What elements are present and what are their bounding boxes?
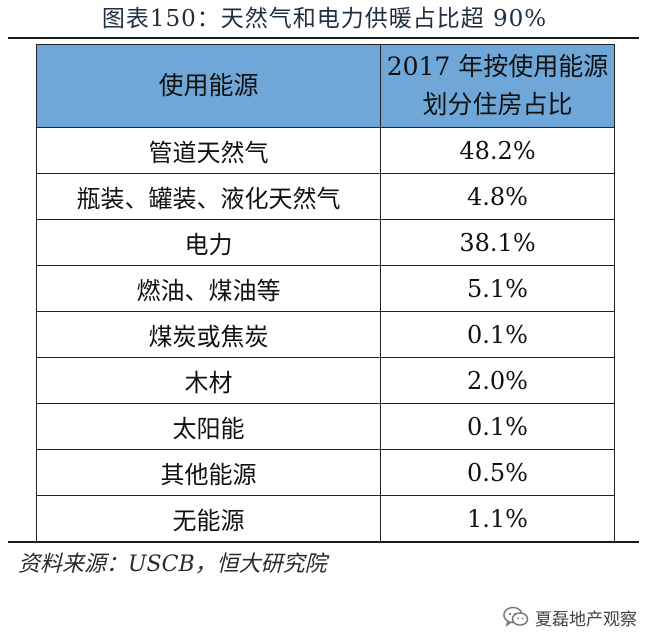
share-cell: 48.2% — [380, 127, 615, 174]
share-cell: 1.1% — [380, 495, 615, 542]
table-row: 煤炭或焦炭 0.1% — [36, 311, 615, 358]
table-row: 瓶装、罐装、液化天然气 4.8% — [36, 173, 615, 220]
table-row: 燃油、煤油等 5.1% — [36, 265, 615, 312]
energy-source-cell: 太阳能 — [36, 403, 381, 450]
table-row: 管道天然气 48.2% — [36, 127, 615, 174]
watermark-text: 夏磊地产观察 — [535, 609, 637, 630]
table-row: 无能源 1.1% — [36, 495, 615, 542]
share-cell: 0.5% — [380, 449, 615, 496]
share-cell: 0.1% — [380, 311, 615, 358]
share-cell: 2.0% — [380, 357, 615, 404]
energy-share-table: 使用能源 2017 年按使用能源划分住房占比 管道天然气 48.2% 瓶装、罐装… — [36, 44, 615, 542]
table-row: 木材 2.0% — [36, 357, 615, 404]
energy-source-cell: 管道天然气 — [36, 127, 381, 174]
figure-title: 图表150：天然气和电力供暖占比超 90% — [101, 6, 548, 32]
share-cell: 0.1% — [380, 403, 615, 450]
energy-source-cell: 无能源 — [36, 495, 381, 542]
share-cell: 38.1% — [380, 219, 615, 266]
wechat-icon — [503, 606, 529, 628]
energy-source-cell: 煤炭或焦炭 — [36, 311, 381, 358]
share-cell: 4.8% — [380, 173, 615, 220]
top-rule — [8, 37, 639, 39]
watermark: 夏磊地产观察 — [503, 604, 637, 630]
energy-source-cell: 电力 — [36, 219, 381, 266]
table-header-row: 使用能源 2017 年按使用能源划分住房占比 — [36, 44, 615, 128]
energy-source-cell: 其他能源 — [36, 449, 381, 496]
table-row: 太阳能 0.1% — [36, 403, 615, 450]
energy-source-cell: 燃油、煤油等 — [36, 265, 381, 312]
table-row: 电力 38.1% — [36, 219, 615, 266]
source-note: 资料来源：USCB，恒大研究院 — [18, 552, 327, 577]
energy-source-cell: 木材 — [36, 357, 381, 404]
header-housing-share: 2017 年按使用能源划分住房占比 — [380, 44, 615, 128]
table-row: 其他能源 0.5% — [36, 449, 615, 496]
bottom-rule — [8, 541, 639, 543]
header-energy-source: 使用能源 — [36, 44, 381, 128]
share-cell: 5.1% — [380, 265, 615, 312]
energy-source-cell: 瓶装、罐装、液化天然气 — [36, 173, 381, 220]
